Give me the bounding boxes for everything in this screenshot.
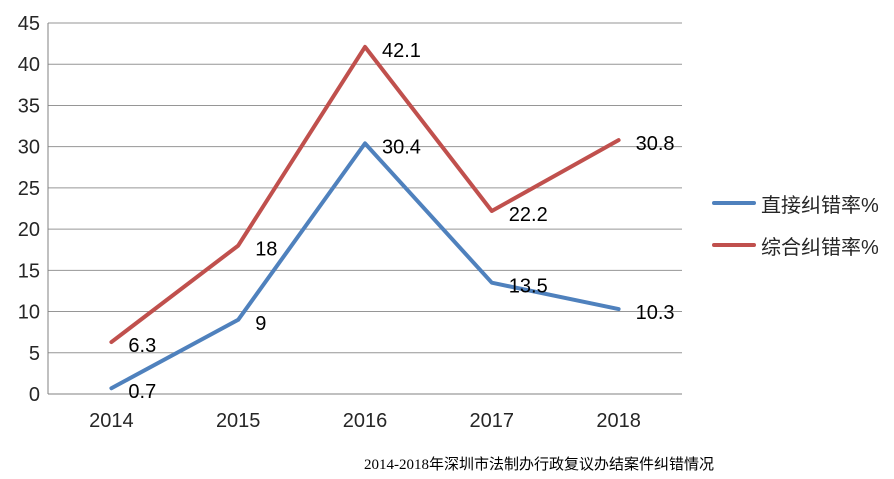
y-tick-label: 15 (18, 260, 40, 282)
y-tick-label: 5 (29, 343, 40, 365)
data-label: 13.5 (509, 276, 548, 298)
y-tick-label: 45 (18, 13, 40, 35)
data-label: 42.1 (382, 40, 421, 62)
x-tick-label: 2016 (343, 410, 388, 432)
legend-line-swatch (712, 201, 756, 205)
legend-item-1: 综合纠错率% (712, 224, 879, 266)
data-label: 9 (255, 313, 266, 335)
chart-legend: 直接纠错率% 综合纠错率% (712, 182, 879, 266)
data-label: 22.2 (509, 204, 548, 226)
x-tick-label: 2015 (216, 410, 261, 432)
y-tick-label: 10 (18, 302, 40, 324)
y-tick-label: 25 (18, 178, 40, 200)
legend-line-swatch (712, 243, 756, 247)
x-tick-label: 2018 (596, 410, 641, 432)
data-label: 18 (255, 239, 277, 261)
data-label: 30.4 (382, 136, 421, 158)
data-label: 6.3 (128, 335, 156, 357)
data-label: 0.7 (128, 381, 156, 403)
series-line-0 (109, 141, 621, 391)
x-tick-label: 2017 (470, 410, 515, 432)
legend-label: 综合纠错率% (761, 236, 879, 259)
chart-title: 2014-2018年深圳市法制办行政复议办结案件纠错情况 (364, 457, 714, 473)
y-tick-label: 30 (18, 137, 40, 159)
y-tick-label: 35 (18, 95, 40, 117)
legend-item-0: 直接纠错率% (712, 182, 879, 224)
series-line-1 (109, 44, 621, 345)
data-label: 30.8 (636, 133, 675, 155)
x-tick-label: 2014 (89, 410, 134, 432)
y-tick-label: 20 (18, 219, 40, 241)
y-tick-label: 0 (29, 384, 40, 406)
data-label: 10.3 (636, 302, 675, 324)
legend-label: 直接纠错率% (761, 194, 879, 217)
y-tick-label: 40 (18, 54, 40, 76)
